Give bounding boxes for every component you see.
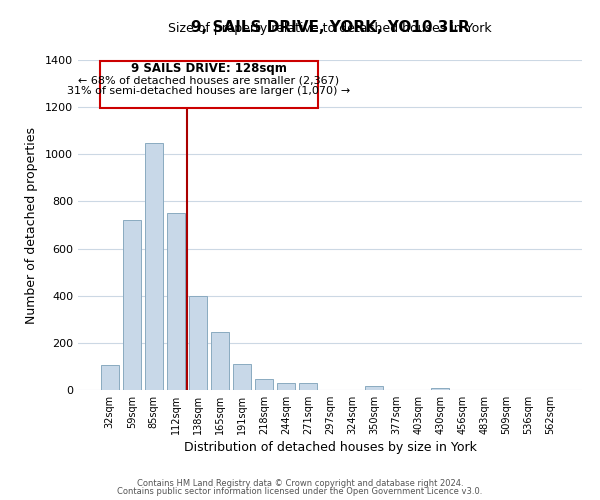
Bar [431,388,449,390]
Bar [145,142,163,390]
Text: ← 68% of detached houses are smaller (2,367): ← 68% of detached houses are smaller (2,… [78,75,340,85]
Text: 9, SAILS DRIVE, YORK, YO10 3LR: 9, SAILS DRIVE, YORK, YO10 3LR [191,20,469,35]
Title: Size of property relative to detached houses in York: Size of property relative to detached ho… [168,22,492,35]
Text: Contains public sector information licensed under the Open Government Licence v3: Contains public sector information licen… [118,487,482,496]
Bar [100,61,318,108]
Bar [255,378,273,390]
Text: 31% of semi-detached houses are larger (1,070) →: 31% of semi-detached houses are larger (… [67,86,350,96]
Bar [233,364,251,390]
Y-axis label: Number of detached properties: Number of detached properties [25,126,38,324]
Text: 9 SAILS DRIVE: 128sqm: 9 SAILS DRIVE: 128sqm [131,62,287,76]
Bar [277,384,295,390]
Text: Contains HM Land Registry data © Crown copyright and database right 2024.: Contains HM Land Registry data © Crown c… [137,478,463,488]
Bar [189,296,206,390]
Bar [299,384,317,390]
Bar [365,386,383,390]
X-axis label: Distribution of detached houses by size in York: Distribution of detached houses by size … [184,441,476,454]
Bar [167,213,185,390]
Bar [211,332,229,390]
Bar [101,365,119,390]
Bar [123,220,140,390]
